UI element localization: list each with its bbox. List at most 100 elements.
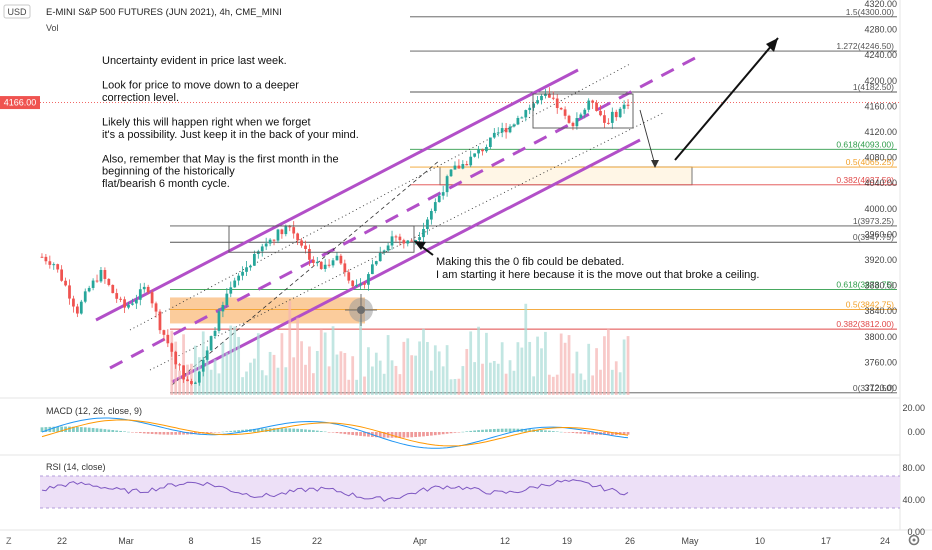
- candle-body: [445, 176, 449, 193]
- macd-histogram-bar: [488, 429, 492, 432]
- candle-body: [508, 126, 512, 133]
- drag-handle[interactable]: [345, 294, 377, 326]
- fib-level-label: 1.272(4246.50): [836, 41, 894, 51]
- auto-scale-button[interactable]: Z: [6, 536, 12, 546]
- annotation-notes[interactable]: Uncertainty evident in price last week. L…: [102, 55, 359, 190]
- volume-bar: [268, 351, 272, 395]
- volume-bar: [178, 370, 182, 395]
- settings-button[interactable]: [908, 534, 920, 546]
- channel-lower-line[interactable]: [171, 138, 641, 384]
- macd-label[interactable]: MACD (12, 26, close, 9): [46, 406, 142, 416]
- volume-bar: [504, 373, 508, 395]
- volume-bar: [315, 351, 319, 395]
- macd-histogram-bar: [241, 429, 244, 432]
- volume-bar: [213, 359, 217, 395]
- price-tick-label: 4120.00: [864, 127, 897, 137]
- trend-line-dashed[interactable]: [171, 159, 441, 386]
- volume-bar: [488, 362, 492, 395]
- candle-body: [488, 137, 492, 147]
- macd-histogram-bar: [288, 428, 292, 432]
- volume-bar: [249, 362, 252, 395]
- upper-fib-zone-box[interactable]: [439, 166, 693, 186]
- candle-body: [465, 164, 469, 166]
- macd-histogram-bar: [72, 426, 75, 432]
- time-axis[interactable]: 22 Mar 8 15 22 Apr 12 19 26 May 10 17 24: [57, 536, 890, 546]
- candle-body: [520, 117, 524, 119]
- volume-bar: [441, 366, 445, 395]
- volume-bar: [618, 372, 622, 395]
- macd-histogram-bar: [115, 430, 119, 432]
- macd-histogram-bar: [445, 432, 449, 434]
- range-box-april[interactable]: [532, 93, 634, 129]
- annotation-fib-note[interactable]: Making this the 0 fib could be debated.I…: [436, 256, 759, 281]
- macd-histogram-bar: [233, 430, 237, 432]
- candle-body: [567, 115, 571, 123]
- time-tick-label: 26: [625, 536, 635, 546]
- macd-histogram-bar: [315, 430, 319, 432]
- macd-histogram-bar: [496, 428, 500, 432]
- macd-histogram-bar: [547, 430, 551, 432]
- volume-bar: [449, 379, 453, 395]
- macd-histogram-bar: [193, 432, 197, 435]
- candle-body: [492, 132, 496, 138]
- projection-arrow-down[interactable]: [639, 109, 656, 166]
- rsi-line[interactable]: [41, 479, 629, 502]
- currency-badge[interactable]: [3, 4, 31, 19]
- candle-body: [398, 236, 402, 241]
- candle-body: [296, 233, 300, 241]
- candle-body: [158, 311, 162, 331]
- candle-body: [217, 311, 221, 331]
- macd-histogram-bar: [335, 432, 339, 434]
- fib-level-label: 0.618(4093.00): [836, 139, 894, 149]
- macd-histogram-bar: [449, 432, 453, 434]
- symbol-title[interactable]: E-MINI S&P 500 FUTURES (JUN 2021), 4h, C…: [46, 7, 282, 18]
- fib-level-label: 1(4182.50): [853, 82, 894, 92]
- price-axis[interactable]: 4320.00 4280.00 4240.00 4200.00 4160.00 4120.…: [864, 0, 897, 393]
- macd-histogram-bar: [107, 429, 111, 432]
- fib-level-label: 0.5(3842.75): [846, 299, 894, 309]
- rsi-tick-label: 0.00: [907, 527, 925, 537]
- macd-histogram-bar: [300, 429, 303, 432]
- candle-body: [441, 192, 445, 196]
- currency-label[interactable]: USD: [7, 7, 27, 17]
- macd-histogram-bar: [469, 430, 473, 432]
- macd-histogram-bar: [75, 426, 79, 432]
- signal-line[interactable]: [41, 419, 629, 447]
- projection-arrow-up[interactable]: [674, 37, 779, 161]
- projection-arrowhead-up: [766, 38, 778, 52]
- candle-body: [300, 240, 303, 246]
- macd-histogram-bar: [131, 432, 134, 433]
- macd-histogram-bar: [603, 432, 606, 435]
- volume-bar: [606, 328, 610, 395]
- gear-icon[interactable]: [908, 534, 920, 546]
- macd-histogram-bar: [457, 432, 461, 433]
- candle-body: [583, 109, 587, 115]
- candle-body: [107, 278, 111, 285]
- candle-body: [260, 246, 264, 252]
- rsi-label[interactable]: RSI (14, close): [46, 462, 106, 472]
- macd-histogram-bar: [52, 426, 56, 432]
- range-box-march[interactable]: [228, 225, 415, 253]
- candle-body: [457, 165, 461, 169]
- candle-body: [504, 128, 508, 133]
- candle-body: [532, 103, 536, 108]
- volume-bar: [363, 376, 366, 395]
- macd-line[interactable]: [41, 417, 629, 449]
- volume-bar: [481, 363, 484, 395]
- candle-body: [418, 237, 421, 240]
- volume-label[interactable]: Vol: [46, 23, 59, 33]
- macd-histogram-bar: [91, 427, 95, 432]
- candle-body: [209, 336, 213, 351]
- volume-bar: [555, 374, 559, 395]
- volume-bar: [284, 367, 288, 395]
- candle-body: [544, 93, 547, 96]
- macd-histogram-bar: [363, 432, 366, 437]
- macd-histogram-bar: [119, 430, 123, 432]
- channel-upper-line[interactable]: [95, 68, 579, 322]
- macd-histogram-bar: [221, 431, 225, 433]
- macd-histogram-bar: [154, 432, 158, 435]
- candle-body: [485, 146, 488, 152]
- macd-histogram-bar: [319, 431, 323, 432]
